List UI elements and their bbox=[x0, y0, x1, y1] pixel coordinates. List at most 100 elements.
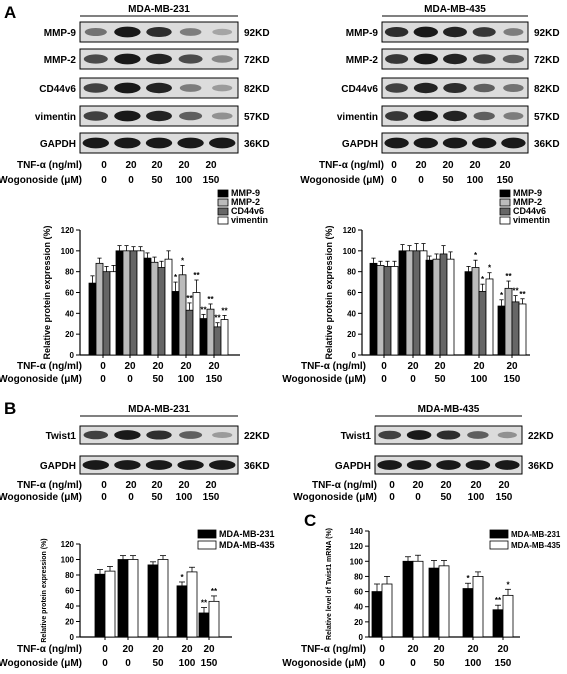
tnf-row-label: TNF-α (ng/ml) bbox=[301, 644, 366, 655]
blot-band bbox=[436, 460, 461, 470]
wogonoside-value: 150 bbox=[201, 658, 218, 669]
conditions-blot-b-right: TNF-α (ng/ml)Wogonoside (μM)002002050201… bbox=[293, 480, 512, 503]
blot-band bbox=[114, 460, 141, 470]
legend-entry: MDA-MB-231 bbox=[219, 529, 275, 539]
significance-mark: ** bbox=[200, 305, 207, 314]
legend-entry: CD44v6 bbox=[231, 206, 264, 216]
band-size: 36KD bbox=[534, 139, 560, 150]
bar bbox=[186, 571, 198, 638]
blot-a-mda-mb-231: MDA-MB-231 MMP-9 92KD MMP-2 72KD CD44v6 82KD vi… bbox=[35, 4, 270, 154]
tnf-row-label: TNF-α (ng/ml) bbox=[301, 361, 366, 372]
wogonoside-value: 150 bbox=[504, 374, 521, 385]
wogonoside-value: 0 bbox=[125, 658, 131, 669]
blot-band bbox=[465, 460, 491, 470]
tnf-value: 20 bbox=[415, 160, 427, 171]
tnf-value: 0 bbox=[102, 644, 108, 655]
y-tick-label: 120 bbox=[61, 540, 75, 549]
wogonoside-value: 50 bbox=[151, 175, 163, 186]
tnf-value: 0 bbox=[381, 361, 387, 372]
band-label: Twist1 bbox=[46, 431, 77, 442]
bar bbox=[462, 588, 474, 638]
bar bbox=[178, 274, 187, 356]
bar bbox=[405, 250, 414, 356]
wogonoside-value: 0 bbox=[410, 658, 416, 669]
significance-mark: ** bbox=[211, 587, 218, 596]
significance-mark: * bbox=[481, 275, 485, 284]
band-label: GAPDH bbox=[342, 139, 378, 150]
tnf-value: 20 bbox=[499, 160, 511, 171]
tnf-value: 20 bbox=[151, 160, 163, 171]
y-tick-label: 40 bbox=[347, 309, 356, 318]
significance-mark: ** bbox=[207, 295, 214, 304]
significance-mark: * bbox=[474, 251, 478, 260]
bar bbox=[402, 560, 414, 638]
bar bbox=[143, 257, 152, 356]
blot-band bbox=[211, 55, 233, 63]
bar bbox=[94, 573, 106, 638]
bar bbox=[198, 612, 210, 638]
band-size: 92KD bbox=[244, 28, 270, 39]
wogonoside-value: 100 bbox=[468, 492, 485, 503]
wogonoside-value: 0 bbox=[379, 658, 385, 669]
legend-swatch bbox=[217, 207, 229, 216]
legend-entry: vimentin bbox=[513, 215, 550, 225]
legend-entry: CD44v6 bbox=[513, 206, 546, 216]
legend-swatch bbox=[197, 540, 217, 550]
y-tick-label: 120 bbox=[61, 226, 75, 235]
bar bbox=[171, 291, 180, 356]
wogonoside-value: 100 bbox=[176, 492, 193, 503]
legend-swatch bbox=[217, 198, 229, 207]
bar bbox=[381, 583, 393, 638]
y-tick-label: 80 bbox=[354, 572, 363, 581]
bar bbox=[206, 308, 215, 356]
bar bbox=[220, 319, 229, 356]
bar bbox=[104, 570, 116, 638]
legend-swatch bbox=[489, 540, 509, 550]
bar bbox=[485, 278, 494, 356]
bar bbox=[117, 559, 129, 638]
blot-band bbox=[114, 26, 141, 38]
wogonoside-value: 100 bbox=[471, 374, 488, 385]
bar bbox=[478, 291, 487, 356]
wogonoside-value: 150 bbox=[496, 492, 513, 503]
band-size: 22KD bbox=[528, 431, 554, 442]
wogonoside-value: 100 bbox=[465, 658, 482, 669]
blot-band bbox=[114, 137, 141, 149]
bar bbox=[369, 262, 378, 356]
wogonoside-value: 50 bbox=[434, 374, 446, 385]
bar bbox=[185, 309, 194, 356]
tnf-value: 20 bbox=[407, 644, 419, 655]
bar bbox=[371, 591, 383, 638]
bar bbox=[115, 250, 124, 356]
y-tick-label: 60 bbox=[65, 587, 74, 596]
bar bbox=[95, 262, 104, 356]
y-tick-label: 40 bbox=[65, 602, 74, 611]
wogonoside-value: 100 bbox=[467, 175, 484, 186]
tnf-value: 20 bbox=[470, 480, 482, 491]
conditions-blot-a-left: TNF-α (ng/ml) Wogonoside (μM) 0 0 20 0 20 50 20 1… bbox=[0, 160, 220, 186]
bar bbox=[438, 565, 450, 638]
y-tick-label: 60 bbox=[65, 289, 74, 298]
wogonoside-value: 100 bbox=[179, 658, 196, 669]
significance-mark: * bbox=[466, 574, 470, 583]
wogonoside-value: 0 bbox=[418, 175, 424, 186]
bar bbox=[150, 261, 159, 356]
band-size: 92KD bbox=[534, 28, 560, 39]
significance-mark: ** bbox=[495, 596, 502, 605]
legend-swatch bbox=[217, 216, 229, 225]
tnf-value: 20 bbox=[122, 644, 134, 655]
wogonoside-value: 0 bbox=[101, 492, 107, 503]
blot-band bbox=[413, 26, 438, 38]
blot-band bbox=[473, 111, 495, 121]
blot-band bbox=[83, 54, 108, 64]
y-axis-label: Relative protein expression (%) bbox=[324, 225, 334, 359]
bar bbox=[398, 250, 407, 356]
bar bbox=[157, 559, 169, 638]
blot-band bbox=[436, 430, 461, 440]
tnf-value: 0 bbox=[101, 160, 107, 171]
tnf-value: 20 bbox=[473, 361, 485, 372]
wogonoside-value: 50 bbox=[152, 374, 164, 385]
tnf-value: 20 bbox=[407, 361, 419, 372]
wogonoside-row-label: Wogonoside (μM) bbox=[293, 492, 377, 503]
tnf-value: 20 bbox=[151, 480, 163, 491]
